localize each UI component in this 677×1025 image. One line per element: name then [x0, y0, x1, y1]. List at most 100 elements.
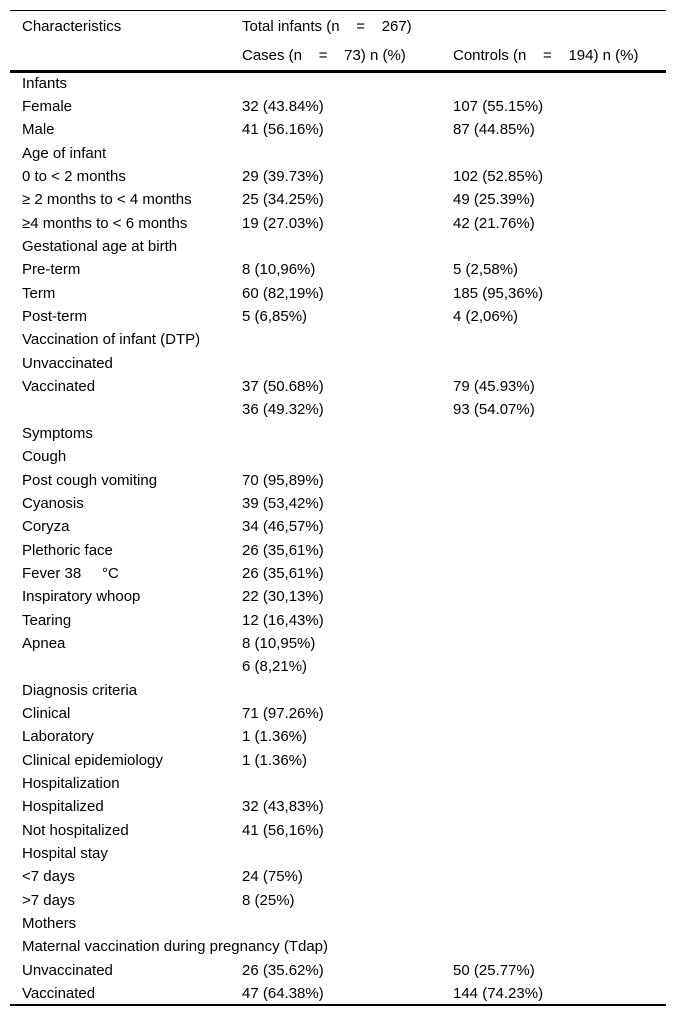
table-row: Maternal vaccination during pregnancy (T…	[10, 935, 666, 958]
row-label: Not hospitalized	[22, 821, 129, 839]
table-row: Hospitalization	[10, 772, 666, 795]
cases-value: 25 (34.25%)	[242, 191, 324, 209]
cases-value: 41 (56,16%)	[242, 821, 324, 839]
row-label: Apnea	[22, 634, 66, 652]
table-row: 0 to < 2 months 29 (39.73%) 102 (52.85%)	[10, 165, 666, 188]
controls-value	[453, 842, 666, 865]
row-label: Inspiratory whoop	[22, 588, 141, 606]
table-row: Plethoric face 26 (35,61%)	[10, 538, 666, 561]
cases-value	[242, 422, 453, 445]
cases-value: 60 (82,19%)	[242, 284, 324, 302]
column-header-controls: Controls (n = 194) n (%)	[453, 47, 639, 64]
table-row: Vaccinated 47 (64.38%) 144 (74.23%)	[10, 982, 666, 1005]
table-header: Characteristics Total infants (n = 267) …	[10, 11, 666, 72]
row-label: Hospital stay	[22, 845, 108, 863]
header-row-secondary: Cases (n = 73) n (%) Controls (n = 194) …	[10, 41, 666, 72]
row-label: Unvaccinated	[22, 961, 113, 979]
cases-value: 36 (49.32%)	[242, 401, 324, 419]
controls-value	[453, 702, 666, 725]
controls-value	[453, 492, 666, 515]
controls-value	[453, 795, 666, 818]
cases-value: 24 (75%)	[242, 868, 303, 886]
header-spacer-cell	[10, 41, 242, 72]
row-label: Vaccination of infant (DTP)	[22, 331, 201, 349]
controls-value	[453, 235, 666, 258]
table-row: Hospitalized 32 (43,83%)	[10, 795, 666, 818]
cases-value: 26 (35,61%)	[242, 541, 324, 559]
table-row: Tearing 12 (16,43%)	[10, 608, 666, 631]
row-label: Post-term	[22, 308, 88, 326]
cases-value: 37 (50.68%)	[242, 378, 324, 396]
table-row: Gestational age at birth	[10, 235, 666, 258]
cases-value	[242, 772, 453, 795]
controls-value	[453, 328, 666, 351]
cases-value: 26 (35,61%)	[242, 564, 324, 582]
row-label: Post cough vomiting	[22, 471, 158, 489]
cases-value: 47 (64.38%)	[242, 984, 324, 1002]
table-row: Cyanosis 39 (53,42%)	[10, 492, 666, 515]
row-label: Cough	[22, 448, 67, 466]
table-row: Hospital stay	[10, 842, 666, 865]
controls-value: 4 (2,06%)	[453, 308, 519, 326]
controls-value: 5 (2,58%)	[453, 261, 519, 279]
controls-value	[453, 912, 666, 935]
row-label: Vaccinated	[22, 984, 96, 1002]
row-label: Laboratory	[22, 728, 94, 746]
cases-value: 32 (43.84%)	[242, 98, 324, 116]
cases-value: 8 (10,95%)	[242, 634, 316, 652]
controls-value: 87 (44.85%)	[453, 121, 535, 139]
row-label: Term	[22, 284, 56, 302]
controls-value: 50 (25.77%)	[453, 961, 535, 979]
controls-value	[453, 889, 666, 912]
table-row: Clinical 71 (97.26%)	[10, 702, 666, 725]
cases-value	[242, 842, 453, 865]
row-label: >7 days	[22, 891, 75, 909]
row-label: Cyanosis	[22, 494, 84, 512]
table-row: Diagnosis criteria	[10, 678, 666, 701]
cases-value: 29 (39.73%)	[242, 168, 324, 186]
controls-value	[453, 585, 666, 608]
row-label: Coryza	[22, 518, 70, 536]
cases-value: 22 (30,13%)	[242, 588, 324, 606]
table-row: 36 (49.32%) 93 (54.07%)	[10, 398, 666, 421]
table-row: Clinical epidemiology 1 (1.36%)	[10, 748, 666, 771]
cases-value: 41 (56.16%)	[242, 121, 324, 139]
table-row: Post cough vomiting 70 (95,89%)	[10, 468, 666, 491]
table-row: ≥4 months to < 6 months 19 (27.03%) 42 (…	[10, 212, 666, 235]
header-row-primary: Characteristics Total infants (n = 267)	[10, 11, 666, 42]
table-row: Post-term 5 (6,85%) 4 (2,06%)	[10, 305, 666, 328]
row-label: Vaccinated	[22, 378, 96, 396]
controls-value	[453, 142, 666, 165]
table-row: 6 (8,21%)	[10, 655, 666, 678]
cases-value	[242, 445, 453, 468]
row-label: Female	[22, 98, 73, 116]
row-label: Unvaccinated	[22, 354, 113, 372]
controls-value: 93 (54.07%)	[453, 401, 535, 419]
row-label: <7 days	[22, 868, 75, 886]
row-label: Clinical epidemiology	[22, 751, 163, 769]
cases-value	[242, 72, 453, 95]
table-row: <7 days 24 (75%)	[10, 865, 666, 888]
row-label: Diagnosis criteria	[22, 681, 138, 699]
row-label: 0 to < 2 months	[22, 168, 126, 186]
cases-value	[242, 142, 453, 165]
table-row: ≥ 2 months to < 4 months 25 (34.25%) 49 …	[10, 188, 666, 211]
cases-value: 8 (10,96%)	[242, 261, 316, 279]
controls-value	[453, 608, 666, 631]
controls-value	[453, 72, 666, 95]
cases-value: 32 (43,83%)	[242, 798, 324, 816]
controls-value	[453, 515, 666, 538]
characteristics-table: Characteristics Total infants (n = 267) …	[10, 10, 666, 1007]
row-label: Infants	[22, 75, 68, 93]
controls-value	[453, 725, 666, 748]
controls-value: 185 (95,36%)	[453, 284, 544, 302]
table-row: Fever 38 °C 26 (35,61%)	[10, 562, 666, 585]
controls-value	[453, 678, 666, 701]
cases-value: 71 (97.26%)	[242, 704, 324, 722]
controls-value	[453, 772, 666, 795]
controls-value: 102 (52.85%)	[453, 168, 544, 186]
table-row: Pre-term 8 (10,96%) 5 (2,58%)	[10, 258, 666, 281]
row-label: Maternal vaccination during pregnancy (T…	[22, 938, 328, 956]
cases-value: 12 (16,43%)	[242, 611, 324, 629]
table-row: Apnea 8 (10,95%)	[10, 632, 666, 655]
